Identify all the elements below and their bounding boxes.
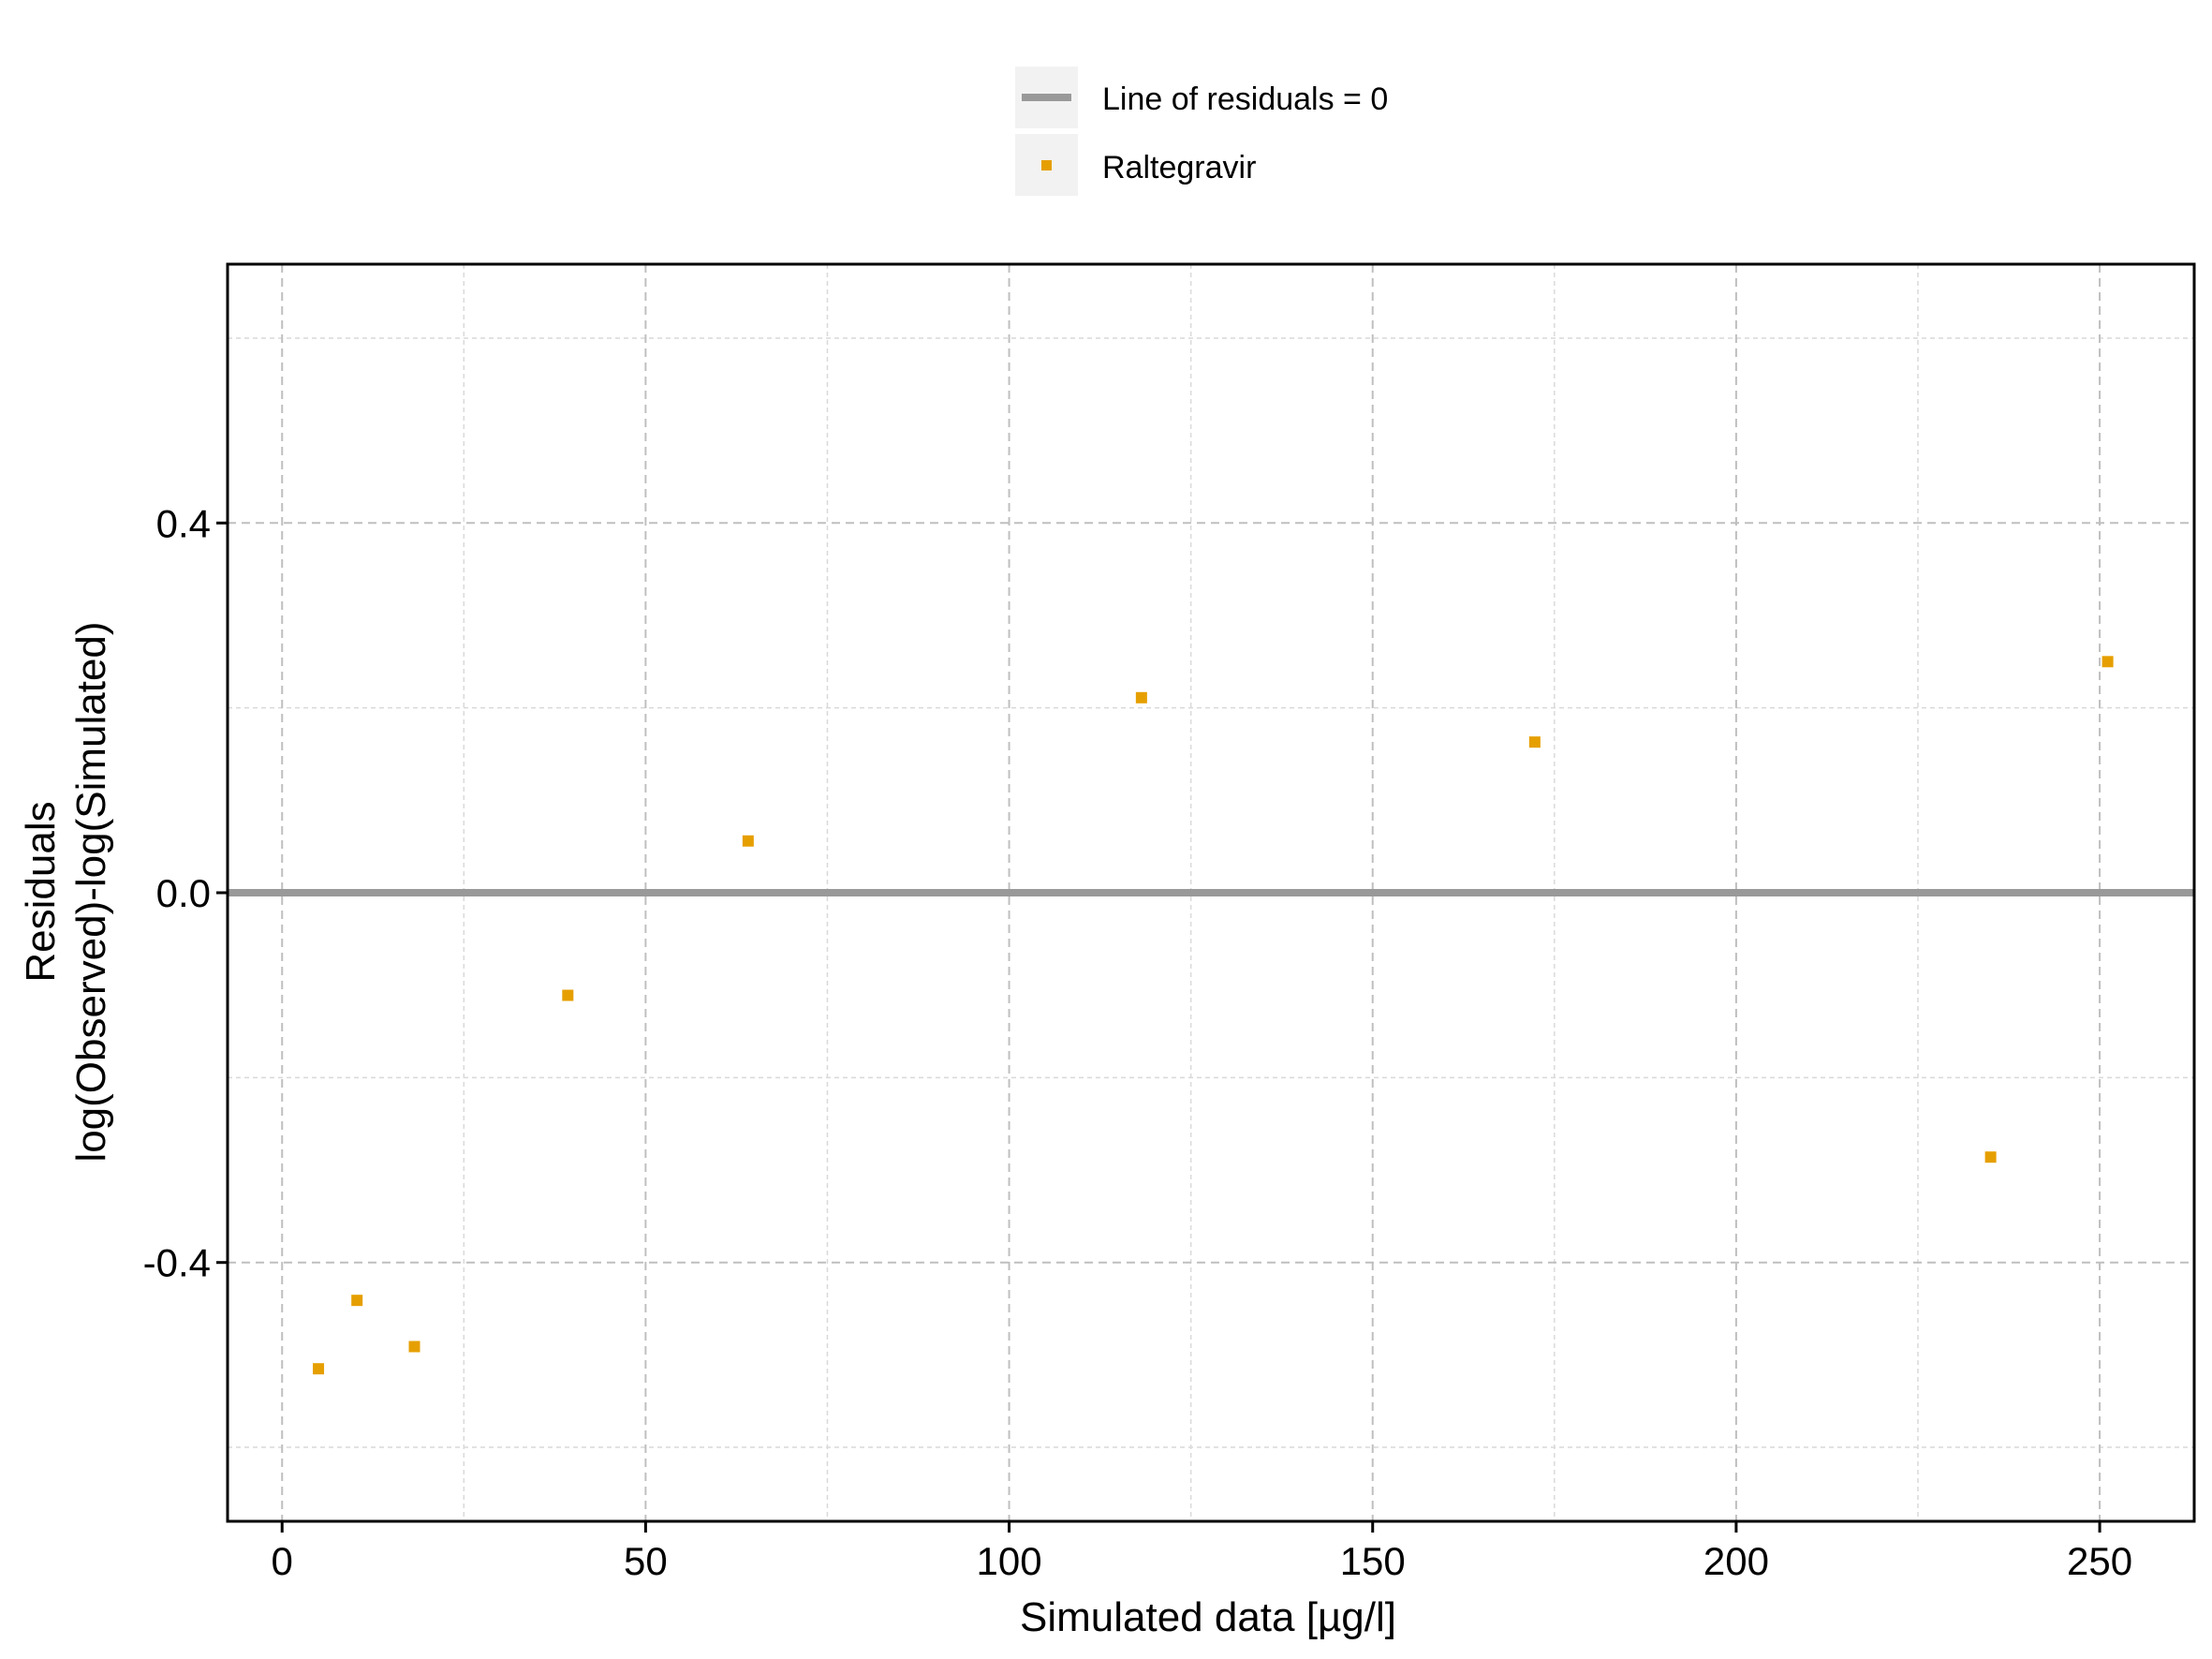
data-point (1984, 1151, 1997, 1163)
legend-key-point (1041, 160, 1052, 170)
data-point (742, 835, 754, 847)
data-point (1135, 691, 1147, 704)
data-points (313, 656, 2114, 1375)
x-tick-label: 50 (624, 1539, 668, 1583)
y-tick-label: -0.4 (143, 1241, 211, 1285)
x-tick-label: 250 (2067, 1539, 2132, 1583)
legend: Line of residuals = 0 Raltegravir (1015, 67, 1388, 196)
y-tick-label: 0.0 (156, 871, 211, 915)
y-axis-title-line1: Residuals (18, 801, 64, 982)
x-tick-label: 150 (1340, 1539, 1406, 1583)
legend-label-raltegravir: Raltegravir (1102, 150, 1256, 185)
data-point (1528, 736, 1541, 748)
data-point (351, 1295, 363, 1307)
x-tick-label: 0 (272, 1539, 293, 1583)
y-axis-title-line2: log(Observed)-log(Simulated) (68, 621, 114, 1162)
y-tick-label: 0.4 (156, 501, 211, 545)
data-point (313, 1363, 325, 1375)
data-point (408, 1341, 420, 1353)
data-point (2101, 656, 2114, 668)
x-tick-label: 200 (1703, 1539, 1769, 1583)
data-point (562, 989, 574, 1001)
x-axis: 0 50 100 150 200 250 (272, 1521, 2132, 1583)
x-axis-title: Simulated data [µg/l] (1020, 1594, 1396, 1640)
y-axis: -0.4 0.0 0.4 (143, 501, 228, 1285)
x-tick-label: 100 (977, 1539, 1042, 1583)
legend-label-line: Line of residuals = 0 (1102, 81, 1388, 117)
